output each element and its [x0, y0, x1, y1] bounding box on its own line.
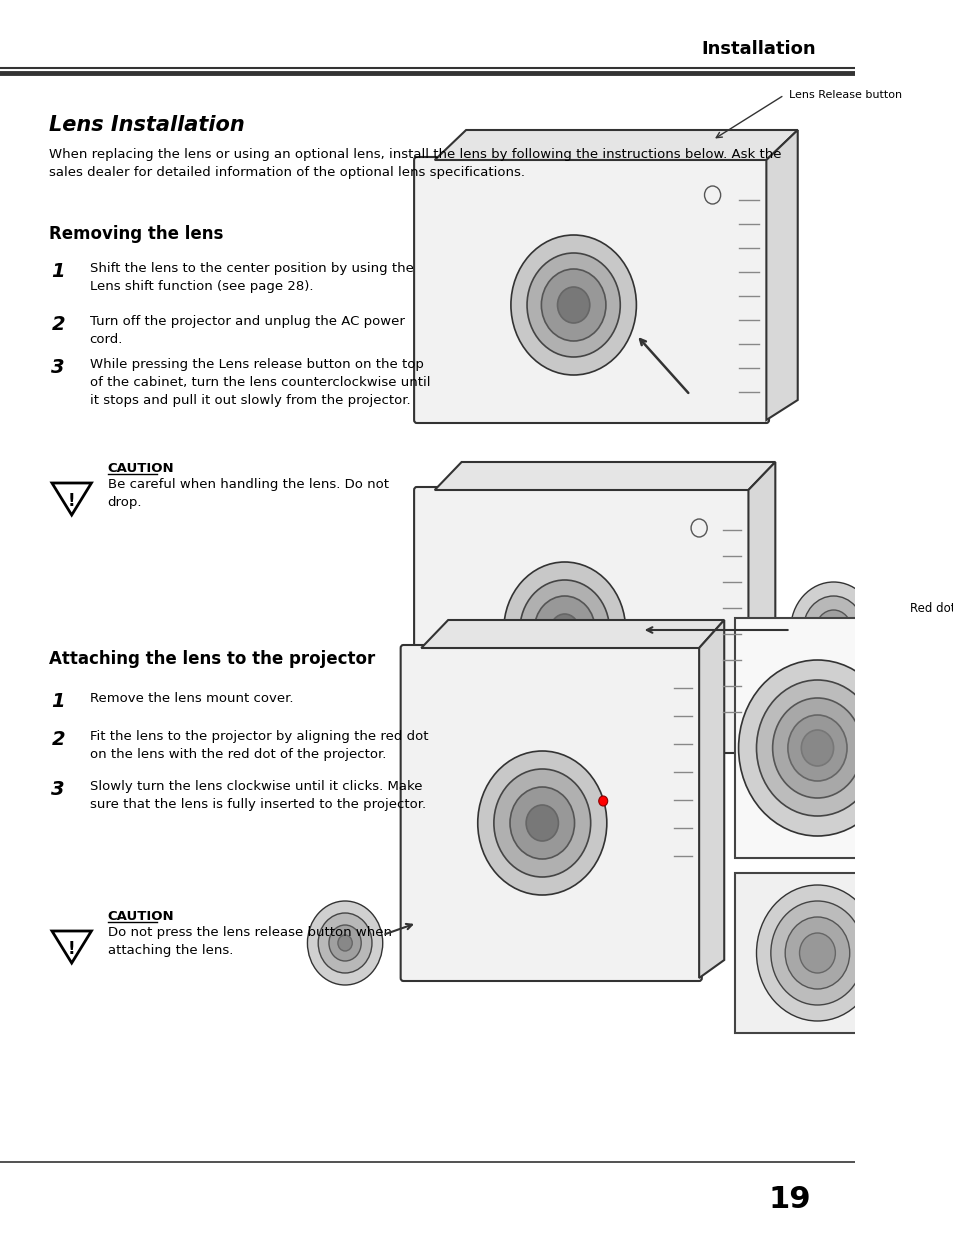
Text: When replacing the lens or using an optional lens, install the lens by following: When replacing the lens or using an opti… [50, 148, 781, 179]
Polygon shape [765, 130, 797, 420]
Circle shape [534, 597, 595, 664]
Text: Slowly turn the lens clockwise until it clicks. Make
sure that the lens is fully: Slowly turn the lens clockwise until it … [90, 781, 425, 811]
Circle shape [790, 582, 876, 678]
FancyBboxPatch shape [734, 618, 900, 858]
Text: CAUTION: CAUTION [108, 910, 174, 923]
Circle shape [318, 913, 372, 973]
Text: Turn off the projector and unplug the AC power
cord.: Turn off the projector and unplug the AC… [90, 315, 404, 346]
Text: !: ! [68, 940, 75, 958]
Text: Installation: Installation [700, 40, 815, 58]
Text: 1: 1 [51, 262, 65, 282]
Circle shape [787, 715, 846, 781]
Circle shape [770, 902, 863, 1005]
Text: 3: 3 [51, 358, 65, 377]
Circle shape [738, 659, 896, 836]
Text: Be careful when handling the lens. Do not
drop.: Be careful when handling the lens. Do no… [108, 478, 388, 509]
Text: Remove the lens mount cover.: Remove the lens mount cover. [90, 692, 293, 705]
Circle shape [307, 902, 382, 986]
Circle shape [337, 935, 352, 951]
Circle shape [866, 701, 879, 715]
Circle shape [598, 797, 607, 806]
Circle shape [856, 923, 866, 934]
Circle shape [511, 235, 636, 375]
Circle shape [510, 787, 574, 860]
Text: 2: 2 [51, 730, 65, 748]
Circle shape [815, 610, 851, 650]
Circle shape [799, 932, 835, 973]
Text: CAUTION: CAUTION [108, 462, 174, 475]
Circle shape [756, 885, 878, 1021]
Text: Fit the lens to the projector by aligning the red dot
on the lens with the red d: Fit the lens to the projector by alignin… [90, 730, 428, 761]
Polygon shape [435, 462, 775, 490]
Circle shape [519, 580, 609, 680]
FancyBboxPatch shape [734, 873, 900, 1032]
Circle shape [477, 751, 606, 895]
Circle shape [503, 562, 625, 698]
Circle shape [784, 918, 849, 989]
Text: !: ! [68, 492, 75, 510]
Text: Lens Release button: Lens Release button [788, 90, 901, 100]
Circle shape [494, 769, 590, 877]
Circle shape [526, 805, 558, 841]
Polygon shape [699, 620, 723, 978]
Circle shape [540, 269, 605, 341]
Circle shape [756, 680, 878, 816]
Text: Shift the lens to the center position by using the
Lens shift function (see page: Shift the lens to the center position by… [90, 262, 413, 293]
Circle shape [802, 597, 863, 664]
Text: 19: 19 [768, 1186, 810, 1214]
Circle shape [526, 253, 619, 357]
Polygon shape [421, 620, 723, 648]
Circle shape [801, 730, 833, 766]
Polygon shape [435, 130, 797, 161]
Polygon shape [748, 462, 775, 750]
Text: Do not press the lens release button when
attaching the lens.: Do not press the lens release button whe… [108, 926, 391, 957]
FancyBboxPatch shape [400, 645, 701, 981]
Circle shape [557, 287, 589, 324]
Text: Removing the lens: Removing the lens [50, 225, 223, 243]
Text: While pressing the Lens release button on the top
of the cabinet, turn the lens : While pressing the Lens release button o… [90, 358, 430, 408]
Circle shape [823, 620, 841, 640]
Text: 3: 3 [51, 781, 65, 799]
Text: 1: 1 [51, 692, 65, 711]
Text: Attaching the lens to the projector: Attaching the lens to the projector [50, 650, 375, 668]
Circle shape [329, 925, 361, 961]
FancyBboxPatch shape [414, 487, 750, 753]
FancyBboxPatch shape [414, 157, 768, 424]
Text: Lens Installation: Lens Installation [50, 115, 245, 135]
Circle shape [772, 698, 862, 798]
Text: 2: 2 [51, 315, 65, 333]
Circle shape [550, 614, 578, 646]
Text: Red dots: Red dots [909, 601, 953, 615]
